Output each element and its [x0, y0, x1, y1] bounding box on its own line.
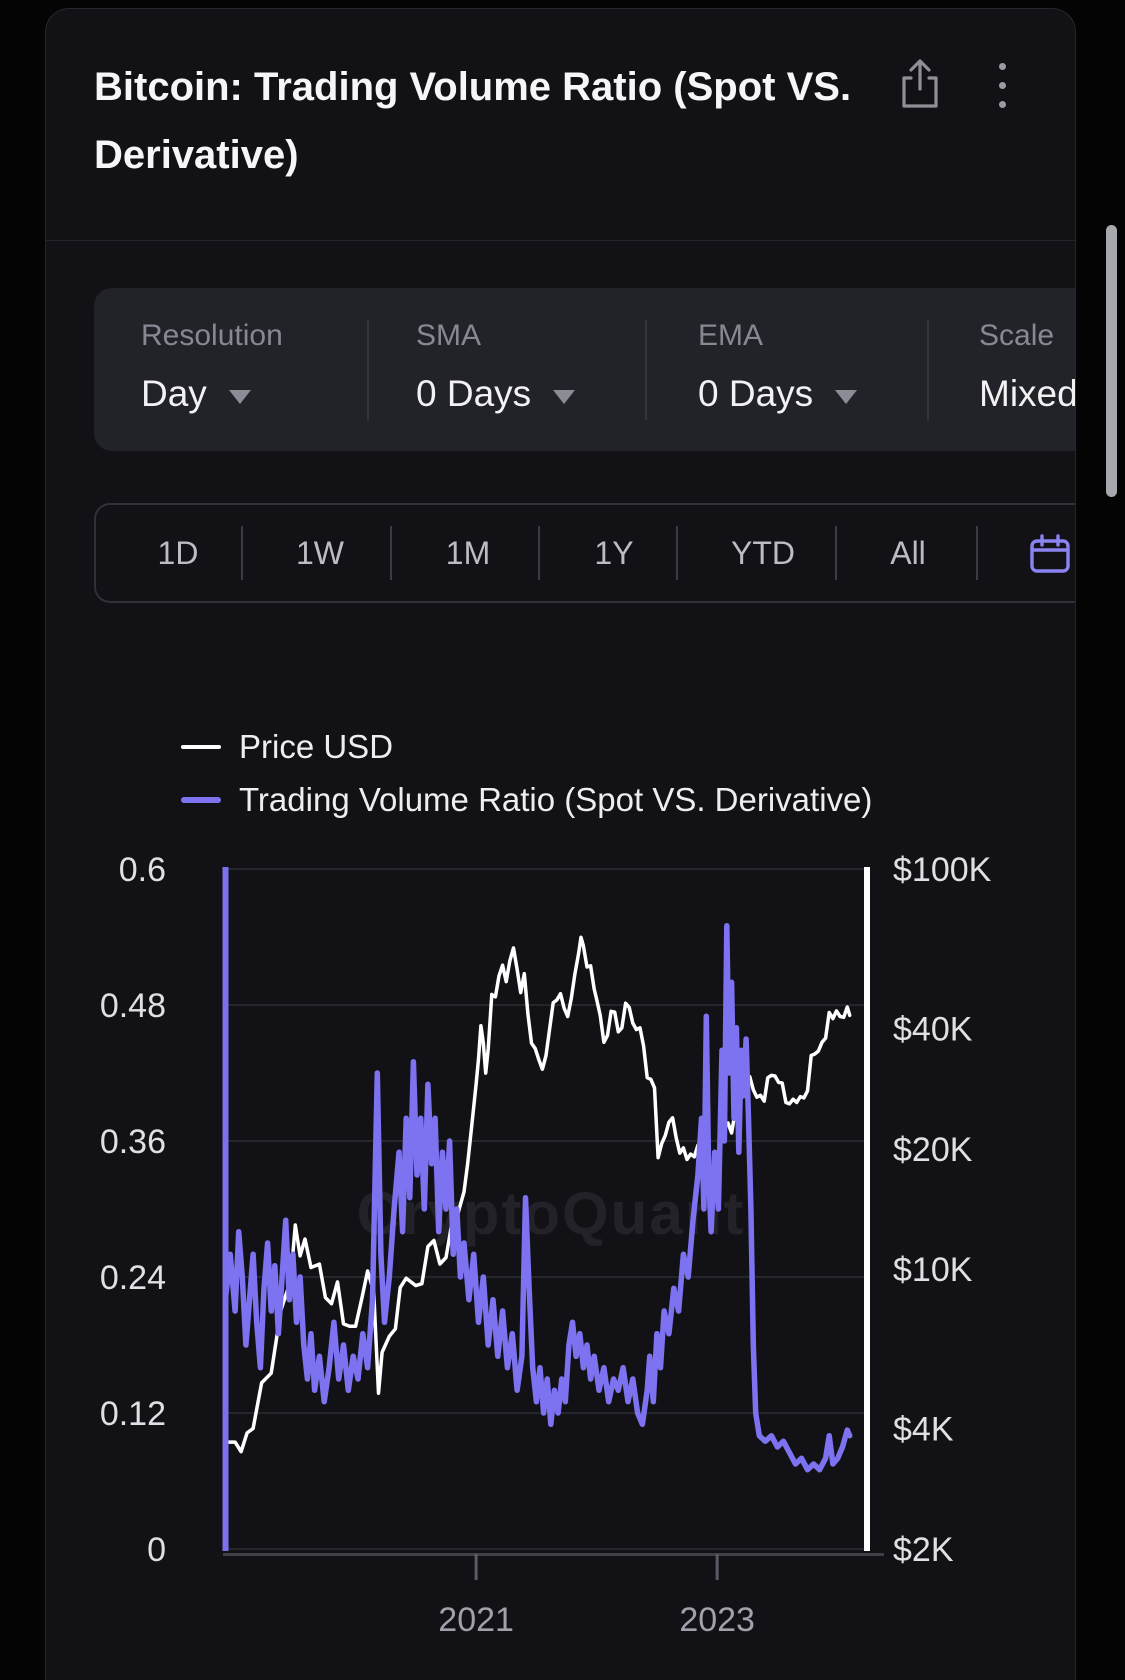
range-1y-button[interactable]: 1Y: [594, 534, 634, 571]
svg-text:$100K: $100K: [893, 851, 992, 889]
panel-divider: [927, 320, 929, 420]
chart-legend: Price USD Trading Volume Ratio (Spot VS.…: [181, 720, 872, 826]
range-divider: [538, 526, 540, 580]
svg-text:0: 0: [147, 1531, 166, 1569]
range-ytd-button[interactable]: YTD: [731, 534, 795, 571]
ema-value: 0 Days: [698, 373, 814, 414]
kebab-menu-icon: [998, 62, 1006, 70]
data-series: [222, 922, 853, 1473]
range-divider: [241, 526, 243, 580]
scale-value: Mixed: [979, 373, 1076, 414]
ratio-line-swatch: [181, 796, 221, 803]
range-all-button[interactable]: All: [890, 534, 926, 571]
legend-label: Price USD: [239, 727, 394, 765]
share-button[interactable]: [894, 55, 946, 113]
legend-item-ratio[interactable]: Trading Volume Ratio (Spot VS. Derivativ…: [181, 773, 872, 826]
svg-text:$4K: $4K: [893, 1411, 954, 1449]
x-axis-labels: 2021 2023: [438, 1554, 755, 1639]
sma-label: SMA: [416, 319, 482, 352]
page-scrollbar-thumb[interactable]: [1106, 225, 1117, 497]
svg-text:$40K: $40K: [893, 1010, 973, 1048]
scale-select[interactable]: Mixed: [979, 373, 1076, 415]
price-line-swatch: [181, 744, 221, 749]
svg-text:2023: 2023: [679, 1601, 755, 1639]
range-1w-button[interactable]: 1W: [296, 534, 344, 571]
kebab-menu-icon: [998, 100, 1006, 108]
svg-text:$2K: $2K: [893, 1531, 954, 1569]
svg-text:$10K: $10K: [893, 1251, 973, 1289]
chevron-down-icon: [553, 390, 576, 404]
chart-plot-area[interactable]: CryptoQuant 0.6 0.48 0.36 0.24 0.12 0 $100K $4…: [46, 779, 1075, 1679]
kebab-menu-icon: [998, 81, 1006, 89]
ema-select[interactable]: 0 Days: [698, 373, 858, 415]
chart-settings-panel: Resolution Day SMA 0 Days EMA 0 Days: [94, 288, 1076, 451]
left-axis-labels: 0.6 0.48 0.36 0.24 0.12 0: [100, 851, 166, 1569]
chevron-down-icon: [228, 390, 251, 404]
panel-divider: [367, 320, 369, 420]
right-axis-labels: $100K $40K $20K $10K $4K $2K: [893, 851, 992, 1569]
range-1m-button[interactable]: 1M: [445, 534, 491, 571]
resolution-value: Day: [141, 373, 207, 414]
svg-text:$20K: $20K: [893, 1131, 973, 1169]
svg-text:0.36: 0.36: [100, 1123, 166, 1161]
ema-label: EMA: [698, 319, 764, 352]
header-divider: [46, 240, 1075, 241]
calendar-range-button[interactable]: [1027, 531, 1073, 577]
chevron-down-icon: [835, 390, 858, 404]
time-range-bar: 1D 1W 1M 1Y YTD All: [94, 503, 1075, 603]
watermark: CryptoQuant: [357, 1180, 746, 1247]
sma-value: 0 Days: [416, 373, 532, 414]
resolution-label: Resolution: [141, 319, 283, 352]
page-title: Bitcoin: Trading Volume Ratio (Spot VS. …: [94, 65, 852, 177]
svg-text:0.6: 0.6: [119, 851, 166, 889]
share-export-icon: [902, 59, 938, 108]
svg-text:0.12: 0.12: [100, 1395, 166, 1433]
scale-label: Scale: [979, 319, 1055, 352]
legend-label: Trading Volume Ratio (Spot VS. Derivativ…: [239, 780, 873, 818]
range-divider: [676, 526, 678, 580]
range-divider: [835, 526, 837, 580]
calendar-icon: [1030, 534, 1070, 573]
chart-card: Bitcoin: Trading Volume Ratio (Spot VS. …: [45, 8, 1076, 1680]
panel-divider: [645, 320, 647, 420]
range-divider: [390, 526, 392, 580]
sma-select[interactable]: 0 Days: [416, 373, 576, 415]
svg-text:2021: 2021: [438, 1601, 514, 1639]
legend-item-price[interactable]: Price USD: [181, 720, 872, 773]
svg-text:0.24: 0.24: [100, 1259, 166, 1297]
svg-text:0.48: 0.48: [100, 987, 166, 1025]
range-divider: [976, 526, 978, 580]
resolution-select[interactable]: Day: [141, 373, 251, 415]
range-1d-button[interactable]: 1D: [157, 534, 199, 571]
more-menu-button[interactable]: [982, 59, 1022, 111]
